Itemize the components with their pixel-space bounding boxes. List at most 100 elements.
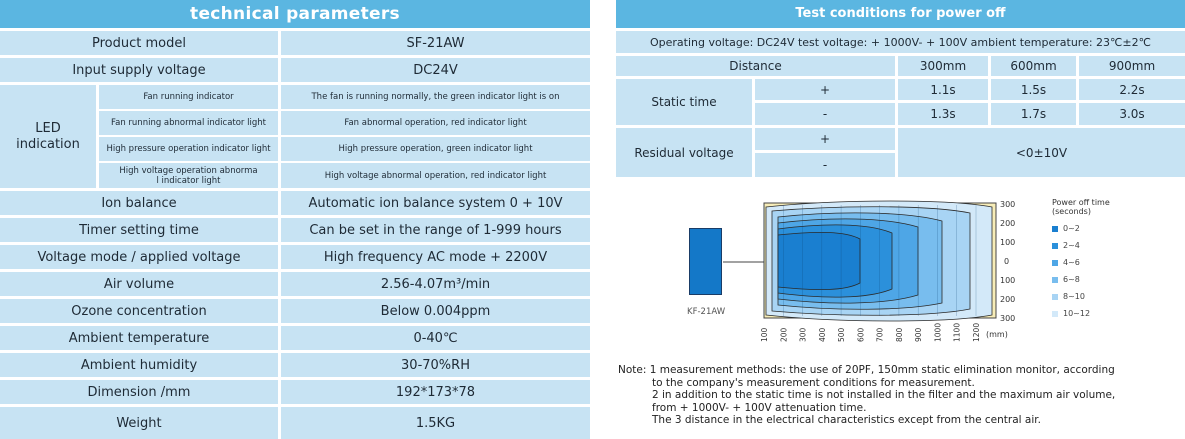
notes-block: Note: 1 measurement methods: the use of … [618, 364, 1115, 427]
note-line: 2 in addition to the static time is not … [652, 389, 1116, 401]
ozone-label: Ozone concentration [0, 299, 278, 323]
legend: 0~2 2~4 4~6 6~8 8~10 10~12 [1052, 220, 1142, 322]
static-plus-sign: + [755, 79, 895, 100]
discharge-pattern-chart: 300 200 100 0 100 200 300 100 200 300 400 50… [723, 200, 1015, 342]
ambient-temp-value: 0-40℃ [281, 326, 590, 350]
legend-label: 6~8 [1063, 275, 1080, 284]
x-tick: 1200 [972, 323, 981, 342]
air-volume-label: Air volume [0, 272, 278, 296]
ion-balance-value: Automatic ion balance system 0 + 10V [281, 191, 590, 215]
legend-label: 8~10 [1063, 292, 1085, 301]
residual-minus-sign: - [755, 153, 895, 177]
ozone-value: Below 0.004ppm [281, 299, 590, 323]
technical-parameters-title: technical parameters [0, 0, 590, 28]
weight-value: 1.5KG [281, 407, 590, 439]
led-item-name: High voltage operation abnorma l indicat… [99, 163, 278, 188]
air-volume-value: 2.56-4.07m³/min [281, 272, 590, 296]
y-tick: 300 [1000, 200, 1015, 209]
note-line: to the company's measurement conditions … [652, 376, 975, 389]
x-tick: 500 [837, 327, 846, 342]
legend-swatch [1052, 310, 1058, 317]
static-plus-900: 2.2s [1079, 79, 1185, 100]
legend-swatch [1052, 259, 1058, 266]
y-tick: 200 [1000, 295, 1015, 304]
x-tick: 600 [856, 327, 865, 342]
input-voltage-value: DC24V [281, 58, 590, 82]
legend-label: 0~2 [1063, 224, 1080, 233]
weight-label: Weight [0, 407, 278, 439]
y-tick: 100 [1000, 276, 1015, 285]
note-line: from + 1000V- + 100V attenuation time. [652, 401, 867, 414]
residual-voltage-label: Residual voltage [616, 128, 752, 177]
x-tick: 200 [779, 327, 788, 342]
legend-item: 10~12 [1052, 305, 1142, 322]
y-tick: 300 [1000, 314, 1015, 323]
distance-300: 300mm [898, 56, 988, 76]
device-label: KF-21AW [687, 307, 726, 317]
distance-900: 900mm [1079, 56, 1185, 76]
led-item-desc: High pressure operation, green indicator… [281, 137, 590, 161]
static-time-label: Static time [616, 79, 752, 125]
voltage-mode-value: High frequency AC mode + 2200V [281, 245, 590, 269]
legend-item: 6~8 [1052, 271, 1142, 288]
legend-item: 0~2 [1052, 220, 1142, 237]
product-model-value: SF-21AW [281, 31, 590, 55]
legend-swatch [1052, 276, 1058, 283]
ambient-temp-label: Ambient temperature [0, 326, 278, 350]
ion-balance-label: Ion balance [0, 191, 278, 215]
x-tick: 400 [818, 327, 827, 342]
distance-600: 600mm [991, 56, 1076, 76]
x-tick: 700 [876, 327, 885, 342]
legend-item: 8~10 [1052, 288, 1142, 305]
y-tick: 100 [1000, 238, 1015, 247]
legend-title: Power off time (seconds) [1052, 198, 1110, 216]
static-plus-600: 1.5s [991, 79, 1076, 100]
static-minus-sign: - [755, 103, 895, 125]
led-indication-label: LED indication [0, 85, 96, 188]
static-minus-900: 3.0s [1079, 103, 1185, 125]
legend-swatch [1052, 225, 1058, 232]
operating-conditions: Operating voltage: DC24V test voltage: +… [616, 31, 1185, 53]
dimension-label: Dimension /mm [0, 380, 278, 404]
x-unit: (mm) [986, 330, 1008, 339]
led-item-name: High pressure operation indicator light [99, 137, 278, 161]
note-line: The 3 distance in the electrical charact… [652, 414, 1041, 426]
residual-plus-sign: + [755, 128, 895, 150]
ambient-humidity-value: 30-70%RH [281, 353, 590, 377]
legend-swatch [1052, 242, 1058, 249]
y-tick: 200 [1000, 219, 1015, 228]
static-minus-300: 1.3s [898, 103, 988, 125]
legend-label: 2~4 [1063, 241, 1080, 250]
led-item-desc: Fan abnormal operation, red indicator li… [281, 111, 590, 135]
x-tick: 1100 [953, 323, 962, 342]
legend-item: 2~4 [1052, 237, 1142, 254]
x-tick: 300 [799, 327, 808, 342]
note-line: Note: 1 measurement methods: the use of … [618, 364, 1115, 376]
legend-label: 4~6 [1063, 258, 1080, 267]
product-model-label: Product model [0, 31, 278, 55]
led-item-name: Fan running indicator [99, 85, 278, 109]
legend-swatch [1052, 293, 1058, 300]
residual-voltage-value: <0±10V [898, 128, 1185, 177]
timer-value: Can be set in the range of 1-999 hours [281, 218, 590, 242]
input-voltage-label: Input supply voltage [0, 58, 278, 82]
x-tick: 800 [895, 327, 904, 342]
zone-0-2 [777, 231, 861, 291]
distance-label: Distance [616, 56, 895, 76]
legend-item: 4~6 [1052, 254, 1142, 271]
y-tick: 0 [1004, 257, 1009, 266]
led-item-desc: The fan is running normally, the green i… [281, 85, 590, 109]
led-item-desc: High voltage abnormal operation, red ind… [281, 163, 590, 188]
voltage-mode-label: Voltage mode / applied voltage [0, 245, 278, 269]
legend-label: 10~12 [1063, 309, 1091, 318]
x-tick: 900 [914, 327, 923, 342]
x-tick: 100 [760, 327, 769, 342]
static-minus-600: 1.7s [991, 103, 1076, 125]
timer-label: Timer setting time [0, 218, 278, 242]
test-conditions-title: Test conditions for power off [616, 0, 1185, 28]
device-block [689, 228, 722, 295]
ambient-humidity-label: Ambient humidity [0, 353, 278, 377]
dimension-value: 192*173*78 [281, 380, 590, 404]
static-plus-300: 1.1s [898, 79, 988, 100]
led-item-name: Fan running abnormal indicator light [99, 111, 278, 135]
